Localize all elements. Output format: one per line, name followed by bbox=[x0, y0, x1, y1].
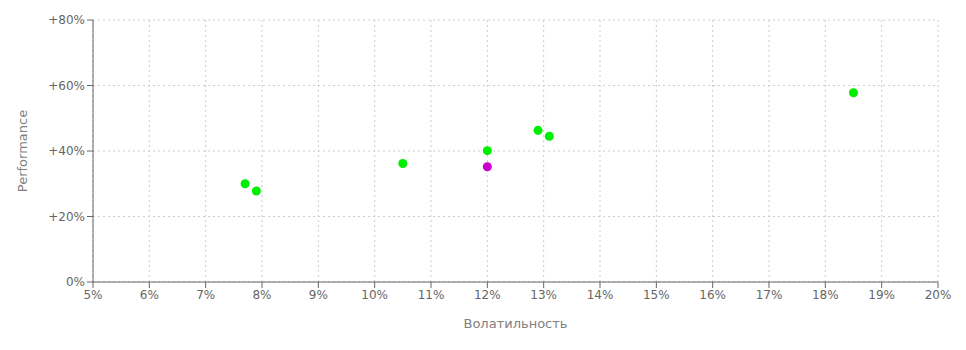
svg-text:6%: 6% bbox=[140, 288, 159, 302]
svg-text:20%: 20% bbox=[925, 288, 952, 302]
svg-text:17%: 17% bbox=[756, 288, 783, 302]
svg-text:+20%: +20% bbox=[48, 210, 85, 224]
svg-text:11%: 11% bbox=[418, 288, 445, 302]
svg-text:19%: 19% bbox=[868, 288, 895, 302]
svg-text:+40%: +40% bbox=[48, 144, 85, 158]
svg-text:8%: 8% bbox=[252, 288, 271, 302]
svg-text:5%: 5% bbox=[83, 288, 102, 302]
svg-text:7%: 7% bbox=[196, 288, 215, 302]
svg-text:10%: 10% bbox=[361, 288, 388, 302]
svg-text:Performance: Performance bbox=[15, 110, 30, 192]
svg-text:18%: 18% bbox=[812, 288, 839, 302]
svg-text:0%: 0% bbox=[66, 275, 85, 289]
svg-text:15%: 15% bbox=[643, 288, 670, 302]
svg-text:12%: 12% bbox=[474, 288, 501, 302]
svg-text:14%: 14% bbox=[587, 288, 614, 302]
svg-text:9%: 9% bbox=[309, 288, 328, 302]
svg-text:+80%: +80% bbox=[48, 13, 85, 27]
svg-text:+60%: +60% bbox=[48, 79, 85, 93]
svg-text:13%: 13% bbox=[530, 288, 557, 302]
svg-text:16%: 16% bbox=[699, 288, 726, 302]
svg-text:Волатильность: Волатильность bbox=[464, 316, 568, 331]
